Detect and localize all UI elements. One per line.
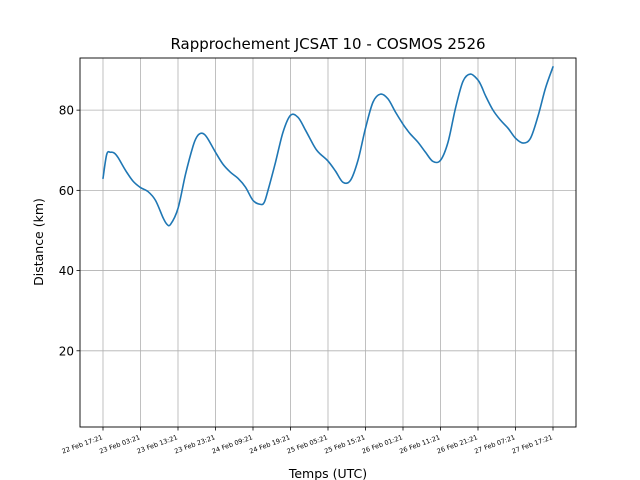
- y-tick-label: 20: [59, 344, 74, 358]
- distance-series-line: [102, 66, 554, 227]
- y-tick-label: 80: [59, 104, 74, 118]
- x-axis-label: Temps (UTC): [288, 466, 367, 480]
- y-tick-label: 60: [59, 184, 74, 198]
- chart-title: Rapprochement JCSAT 10 - COSMOS 2526: [170, 35, 485, 53]
- y-axis-label: Distance (km): [31, 198, 46, 286]
- y-tick-label: 40: [59, 264, 74, 278]
